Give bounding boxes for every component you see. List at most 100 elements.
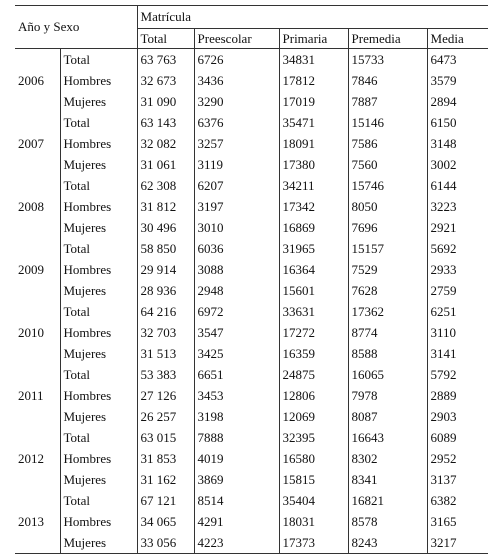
- data-row: 2010 Total 64 216 6972 33631 17362 6251: [15, 301, 488, 340]
- data-row: Mujeres 33 056 4223 17373 8243 3217: [15, 532, 488, 554]
- value-cell: 32 703: [136, 322, 195, 343]
- value-cell: 30 496: [136, 217, 195, 238]
- value-cell: 8588: [347, 343, 428, 364]
- value-cell: 35404: [278, 490, 349, 511]
- value-cell: 35471: [278, 112, 349, 133]
- value-cell: 29 914: [136, 259, 195, 280]
- value-cell: 3137: [426, 469, 488, 490]
- sex-cell: Total: [59, 175, 138, 196]
- data-row: Hombres 32 082 3257 18091 7586 3148: [15, 133, 488, 154]
- header-row: Año y Sexo Matrícula: [15, 5, 488, 49]
- value-cell: 3436: [193, 70, 280, 91]
- value-cell: 8774: [347, 322, 428, 343]
- value-cell: 3119: [193, 154, 280, 175]
- value-cell: 7846: [347, 70, 428, 91]
- data-row: Mujeres 31 162 3869 15815 8341 3137: [15, 469, 488, 490]
- value-cell: 15815: [278, 469, 349, 490]
- value-cell: 6473: [426, 48, 488, 70]
- value-cell: 63 143: [136, 112, 195, 133]
- value-cell: 33631: [278, 301, 349, 322]
- value-cell: 18031: [278, 511, 349, 532]
- value-cell: 63 763: [136, 48, 195, 70]
- year-cell: 2011: [18, 387, 44, 403]
- value-cell: 2921: [426, 217, 488, 238]
- table-body: Año y Sexo Matrícula Total Preescolar Prim…: [15, 5, 488, 554]
- value-cell: 8302: [347, 448, 428, 469]
- value-cell: 16821: [347, 490, 428, 511]
- sex-cell: Hombres: [59, 196, 138, 217]
- value-cell: 3141: [426, 343, 488, 364]
- value-cell: 6089: [426, 427, 488, 448]
- value-cell: 34 065: [136, 511, 195, 532]
- value-cell: 2903: [426, 406, 488, 427]
- sex-cell: Mujeres: [59, 343, 138, 364]
- value-cell: 53 383: [136, 364, 195, 385]
- value-cell: 5792: [426, 364, 488, 385]
- data-row: 2013 Total 67 121 8514 35404 16821 6382: [15, 490, 488, 529]
- value-cell: 3290: [193, 91, 280, 112]
- value-cell: 31 090: [136, 91, 195, 112]
- enrollment-table: Año y Sexo Matrícula Total Preescolar Prim…: [15, 5, 488, 554]
- data-row: 2011 Total 53 383 6651 24875 16065 5792: [15, 364, 488, 403]
- value-cell: 15733: [347, 48, 428, 70]
- value-cell: 34211: [278, 175, 349, 196]
- value-cell: 31 061: [136, 154, 195, 175]
- sex-cell: Mujeres: [59, 91, 138, 112]
- data-row: Hombres 31 853 4019 16580 8302 2952: [15, 448, 488, 469]
- value-cell: 27 126: [136, 385, 195, 406]
- value-cell: 6207: [193, 175, 280, 196]
- sex-cell: Hombres: [59, 70, 138, 91]
- value-cell: 17812: [278, 70, 349, 91]
- value-cell: 4223: [193, 532, 280, 554]
- value-cell: 8578: [347, 511, 428, 532]
- year-cell: 2010: [18, 324, 44, 340]
- value-cell: 3257: [193, 133, 280, 154]
- data-row: Mujeres 28 936 2948 15601 7628 2759: [15, 280, 488, 301]
- year-cell: 2008: [18, 198, 44, 214]
- column-header: Total: [136, 28, 195, 49]
- sex-cell: Mujeres: [59, 217, 138, 238]
- data-row: 2009 Total 58 850 6036 31965 15157 5692: [15, 238, 488, 277]
- data-row: Hombres 31 812 3197 17342 8050 3223: [15, 196, 488, 217]
- data-row: Hombres 29 914 3088 16364 7529 2933: [15, 259, 488, 280]
- value-cell: 7887: [347, 91, 428, 112]
- data-row: Hombres 27 126 3453 12806 7978 2889: [15, 385, 488, 406]
- value-cell: 2952: [426, 448, 488, 469]
- value-cell: 3088: [193, 259, 280, 280]
- value-cell: 7888: [193, 427, 280, 448]
- table-wrap: Año y Sexo Matrícula Total Preescolar Prim…: [15, 5, 488, 554]
- year-cell: 2006: [18, 72, 44, 88]
- sex-cell: Total: [59, 238, 138, 259]
- column-header: Preescolar: [193, 28, 280, 49]
- value-cell: 3425: [193, 343, 280, 364]
- value-cell: 2759: [426, 280, 488, 301]
- data-row: Hombres 32 673 3436 17812 7846 3579: [15, 70, 488, 91]
- data-row: Mujeres 26 257 3198 12069 8087 2903: [15, 406, 488, 427]
- sex-cell: Hombres: [59, 511, 138, 532]
- data-row: 2008 Total 62 308 6207 34211 15746 6144: [15, 175, 488, 214]
- value-cell: 17373: [278, 532, 349, 554]
- column-header: Primaria: [278, 28, 349, 49]
- value-cell: 58 850: [136, 238, 195, 259]
- value-cell: 15746: [347, 175, 428, 196]
- value-cell: 7529: [347, 259, 428, 280]
- value-cell: 31965: [278, 238, 349, 259]
- value-cell: 3148: [426, 133, 488, 154]
- data-row: 2007 Total 63 143 6376 35471 15146 6150: [15, 112, 488, 151]
- sex-cell: Mujeres: [59, 280, 138, 301]
- sex-cell: Hombres: [59, 322, 138, 343]
- year-cell: 2012: [18, 450, 44, 466]
- value-cell: 2889: [426, 385, 488, 406]
- data-row: Mujeres 31 513 3425 16359 8588 3141: [15, 343, 488, 364]
- value-cell: 63 015: [136, 427, 195, 448]
- value-cell: 3579: [426, 70, 488, 91]
- value-cell: 17362: [347, 301, 428, 322]
- value-cell: 6972: [193, 301, 280, 322]
- value-cell: 15157: [347, 238, 428, 259]
- value-cell: 7978: [347, 385, 428, 406]
- value-cell: 2948: [193, 280, 280, 301]
- value-cell: 64 216: [136, 301, 195, 322]
- value-cell: 3547: [193, 322, 280, 343]
- value-cell: 4291: [193, 511, 280, 532]
